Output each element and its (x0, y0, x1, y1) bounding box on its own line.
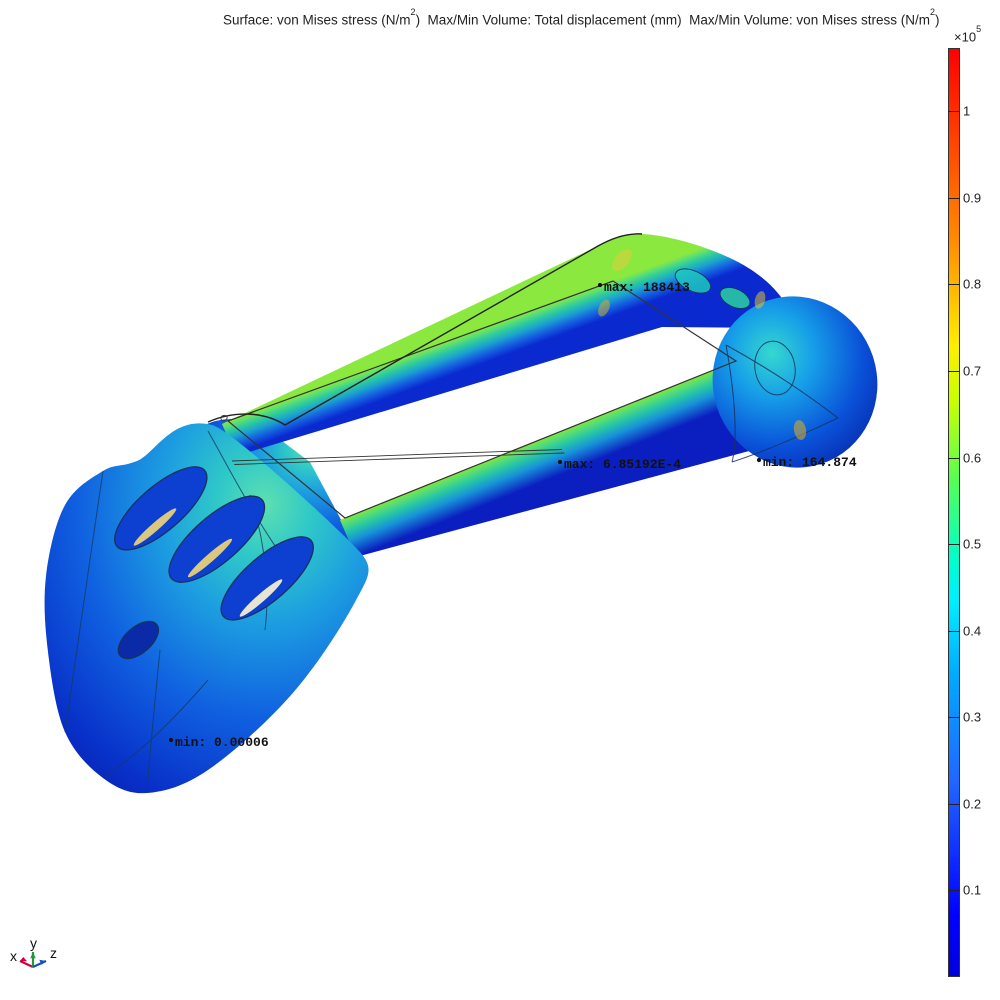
svg-text:y: y (30, 935, 37, 951)
svg-text:max: 188413: max: 188413 (604, 280, 690, 295)
svg-text:min: 0.00006: min: 0.00006 (175, 735, 269, 750)
svg-text:z: z (50, 945, 57, 961)
svg-text:min: 164.874: min: 164.874 (763, 455, 857, 470)
svg-text:x: x (10, 948, 17, 964)
svg-text:max: 6.85192E-4: max: 6.85192E-4 (564, 457, 681, 472)
